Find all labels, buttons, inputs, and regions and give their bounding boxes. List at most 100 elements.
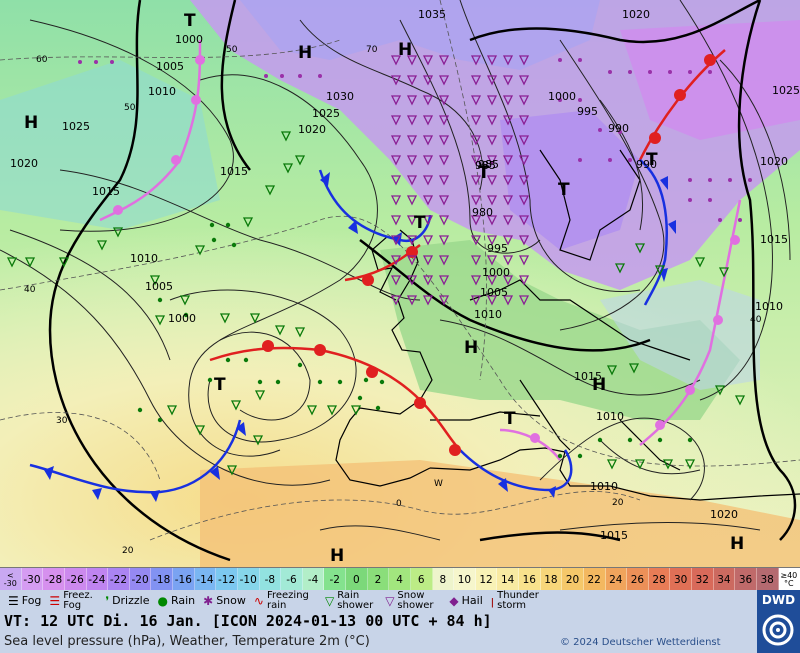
pressure-label: 990 <box>608 122 629 135</box>
pressure-label: 1005 <box>156 60 184 73</box>
precip-dot <box>728 178 732 182</box>
shower-symbol <box>390 135 402 146</box>
shower-symbol <box>470 135 482 146</box>
precip-dot <box>207 377 213 383</box>
shower-symbol <box>470 295 482 306</box>
shower-symbol <box>294 327 306 338</box>
shower-symbol <box>634 459 646 470</box>
pressure-label: 995 <box>577 105 598 118</box>
copyright: © 2024 Deutscher Wetterdienst <box>560 637 721 648</box>
pressure-label: 1010 <box>474 308 502 321</box>
pressure-label: 1035 <box>418 8 446 21</box>
shower-symbol <box>438 255 450 266</box>
shower-symbol <box>438 75 450 86</box>
shower-symbol <box>654 265 666 276</box>
colorbar-cell: 16 <box>519 568 541 591</box>
shower-symbol <box>470 235 482 246</box>
pressure-label: 980 <box>472 206 493 219</box>
shower-symbol <box>264 185 276 196</box>
precip-dot <box>318 74 322 78</box>
shower-symbol <box>422 295 434 306</box>
legend-snow: ✱ Snow <box>203 594 246 608</box>
shower-symbol <box>194 425 206 436</box>
shower-symbol <box>502 115 514 126</box>
freezing-rain-icon: ∿ <box>253 594 264 608</box>
shower-symbol <box>390 295 402 306</box>
snow-shower-icon: ▽ <box>385 594 395 608</box>
high-pressure-center: H <box>398 40 412 60</box>
precip-dot <box>363 377 369 383</box>
pressure-label: 985 <box>478 158 499 171</box>
legend-fog: ☰ Fog <box>8 594 42 608</box>
shower-symbol <box>718 267 730 278</box>
shower-symbol <box>628 363 640 374</box>
pressure-label: 1000 <box>548 90 576 103</box>
precip-dot <box>598 128 602 132</box>
precip-dot <box>628 158 632 162</box>
legend-snow-shower: ▽ Snow shower <box>385 590 434 611</box>
shower-symbol <box>390 275 402 286</box>
precip-dot <box>608 158 612 162</box>
shower-symbol <box>502 95 514 106</box>
shower-symbol <box>486 115 498 126</box>
precip-dot <box>648 70 652 74</box>
shower-symbol <box>252 435 264 446</box>
colorbar-cell: 12 <box>475 568 498 591</box>
colorbar-cell: -4 <box>302 568 325 591</box>
pressure-label: 1020 <box>710 508 738 521</box>
rain-shower-icon: ▽ <box>324 594 335 608</box>
colorbar-cell-min: < -30 <box>0 568 22 591</box>
shower-symbol <box>470 95 482 106</box>
shower-symbol <box>502 255 514 266</box>
shower-symbol <box>406 75 418 86</box>
shower-symbol <box>390 255 402 266</box>
pressure-label: 1000 <box>168 312 196 325</box>
pressure-labels: 1035 1020 1025 1030 1025 1020 1015 1010 1005 1000… <box>10 8 800 542</box>
shower-symbol <box>502 195 514 206</box>
shower-symbol <box>422 95 434 106</box>
shower-symbol <box>154 315 166 326</box>
precip-dot <box>264 74 268 78</box>
low-pressure-center: T <box>184 11 196 31</box>
colorbar-cell: 22 <box>583 568 606 591</box>
colorbar-cell: -26 <box>64 568 87 591</box>
precipitation-symbols <box>6 55 752 476</box>
pressure-label: 1015 <box>220 165 248 178</box>
legend-hail: ◆ Hail <box>449 594 483 608</box>
shower-symbol <box>422 215 434 226</box>
colorbar-cell: -28 <box>43 568 65 591</box>
shower-symbol <box>486 295 498 306</box>
thunderstorm-icon: ꞁ <box>490 594 495 608</box>
shower-symbol <box>438 215 450 226</box>
shower-symbol <box>470 275 482 286</box>
shower-symbol <box>149 275 161 286</box>
pressure-label: 1005 <box>145 280 173 293</box>
colorbar-cell: -12 <box>216 568 238 591</box>
precip-dot <box>257 379 263 385</box>
shower-symbol <box>350 405 362 416</box>
colorbar-cell: -10 <box>237 568 260 591</box>
precip-dot <box>375 405 381 411</box>
pressure-label: 1010 <box>596 410 624 423</box>
shower-symbol <box>438 135 450 146</box>
colorbar-cell: -20 <box>129 568 152 591</box>
pressure-label: 1015 <box>600 529 628 542</box>
high-pressure-center: H <box>298 43 312 63</box>
shower-symbol <box>326 405 338 416</box>
shower-symbol <box>502 275 514 286</box>
shower-symbol <box>502 75 514 86</box>
shower-symbol <box>606 365 618 376</box>
shower-symbol <box>406 255 418 266</box>
precip-dot <box>317 379 323 385</box>
precip-dot <box>688 70 692 74</box>
shower-symbol <box>219 313 231 324</box>
precip-dot <box>94 60 98 64</box>
pressure-label: 990 <box>636 158 657 171</box>
pressure-centers: H H H H H H H T T T T T T T <box>24 11 744 566</box>
shower-symbol <box>518 115 530 126</box>
shower-symbol <box>406 295 418 306</box>
pressure-label: 1000 <box>482 266 510 279</box>
legend-thunderstorm: ꞁ Thunder storm <box>490 590 539 611</box>
precip-dot <box>708 198 712 202</box>
shower-symbol <box>422 235 434 246</box>
